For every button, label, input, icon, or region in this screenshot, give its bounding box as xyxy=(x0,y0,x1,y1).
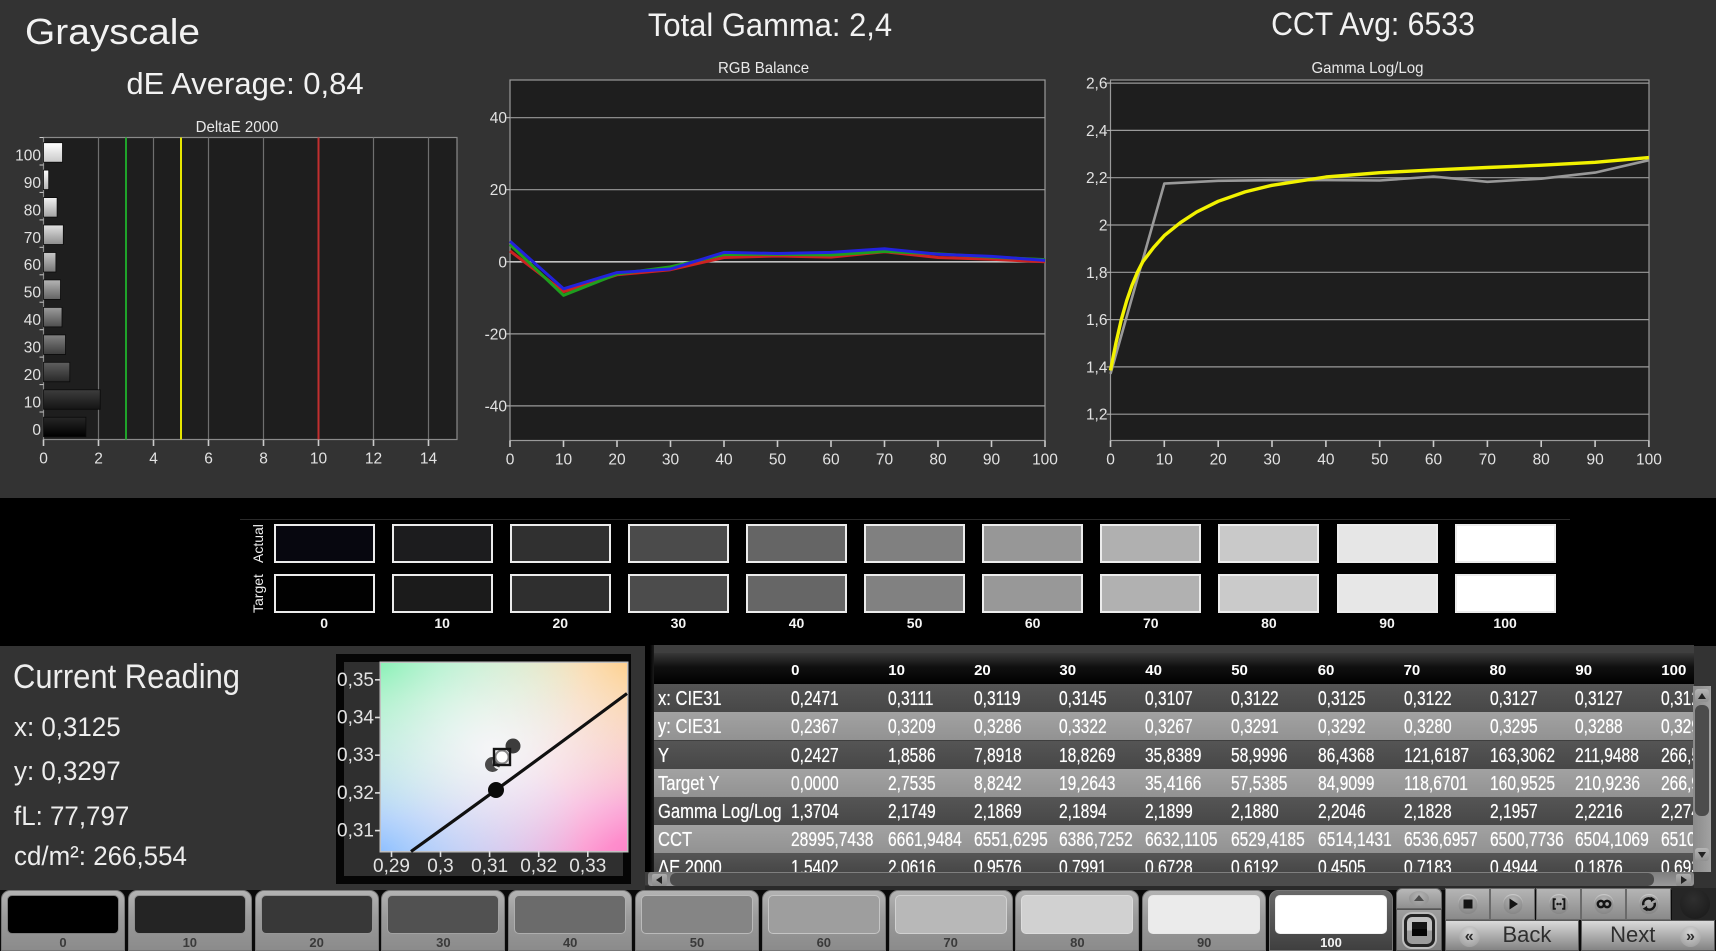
svg-text:0,31: 0,31 xyxy=(471,856,508,877)
svg-text:20: 20 xyxy=(490,182,508,199)
svg-text:10: 10 xyxy=(555,452,573,469)
svg-text:80: 80 xyxy=(929,452,947,469)
svg-text:2,2: 2,2 xyxy=(1086,170,1108,187)
svg-text:40: 40 xyxy=(24,312,42,329)
svg-text:90: 90 xyxy=(983,452,1001,469)
svg-text:-20: -20 xyxy=(485,326,508,343)
svg-text:80: 80 xyxy=(24,202,42,219)
svg-text:10: 10 xyxy=(1156,452,1174,469)
svg-text:0: 0 xyxy=(39,451,48,468)
svg-text:6: 6 xyxy=(204,451,213,468)
svg-text:-40: -40 xyxy=(485,398,508,415)
svg-text:50: 50 xyxy=(1371,452,1389,469)
svg-text:0,32: 0,32 xyxy=(520,856,557,877)
svg-text:70: 70 xyxy=(1479,452,1497,469)
svg-text:20: 20 xyxy=(24,367,42,384)
svg-text:0: 0 xyxy=(32,422,41,439)
svg-text:40: 40 xyxy=(1317,452,1335,469)
svg-text:70: 70 xyxy=(24,230,42,247)
svg-text:70: 70 xyxy=(876,452,894,469)
svg-text:40: 40 xyxy=(715,452,733,469)
svg-text:0,3: 0,3 xyxy=(427,856,453,877)
svg-text:1,6: 1,6 xyxy=(1086,312,1108,329)
svg-text:1,4: 1,4 xyxy=(1086,359,1108,376)
svg-text:0,29: 0,29 xyxy=(373,856,410,877)
svg-text:0,32: 0,32 xyxy=(337,783,374,804)
svg-text:14: 14 xyxy=(420,451,438,468)
svg-text:30: 30 xyxy=(662,452,680,469)
svg-text:20: 20 xyxy=(1210,452,1228,469)
svg-text:10: 10 xyxy=(310,451,328,468)
svg-text:20: 20 xyxy=(608,452,626,469)
svg-text:40: 40 xyxy=(490,110,508,127)
svg-text:2,6: 2,6 xyxy=(1086,76,1108,93)
svg-text:0,35: 0,35 xyxy=(337,670,374,691)
svg-text:30: 30 xyxy=(24,340,42,357)
svg-text:0,33: 0,33 xyxy=(337,745,374,766)
svg-text:50: 50 xyxy=(769,452,787,469)
svg-text:12: 12 xyxy=(365,451,382,468)
svg-text:0: 0 xyxy=(498,254,507,271)
svg-text:80: 80 xyxy=(1533,452,1551,469)
svg-text:0: 0 xyxy=(506,452,515,469)
svg-text:50: 50 xyxy=(24,285,42,302)
svg-text:60: 60 xyxy=(822,452,840,469)
svg-text:0,31: 0,31 xyxy=(337,821,374,842)
svg-text:0,33: 0,33 xyxy=(569,856,606,877)
svg-text:10: 10 xyxy=(24,395,42,412)
svg-text:30: 30 xyxy=(1263,452,1281,469)
svg-text:0: 0 xyxy=(1106,452,1115,469)
svg-text:60: 60 xyxy=(24,257,42,274)
svg-text:4: 4 xyxy=(149,451,158,468)
svg-text:90: 90 xyxy=(24,175,42,192)
svg-text:90: 90 xyxy=(1586,452,1604,469)
svg-text:1,8: 1,8 xyxy=(1086,265,1108,282)
svg-text:100: 100 xyxy=(1636,452,1662,469)
svg-text:2: 2 xyxy=(94,451,103,468)
svg-text:60: 60 xyxy=(1425,452,1443,469)
svg-text:1,2: 1,2 xyxy=(1086,407,1108,424)
svg-text:100: 100 xyxy=(15,147,41,164)
svg-text:8: 8 xyxy=(259,451,268,468)
svg-text:0,34: 0,34 xyxy=(337,708,374,729)
svg-text:2,4: 2,4 xyxy=(1086,123,1108,140)
svg-text:2: 2 xyxy=(1099,218,1108,235)
svg-text:100: 100 xyxy=(1032,452,1058,469)
